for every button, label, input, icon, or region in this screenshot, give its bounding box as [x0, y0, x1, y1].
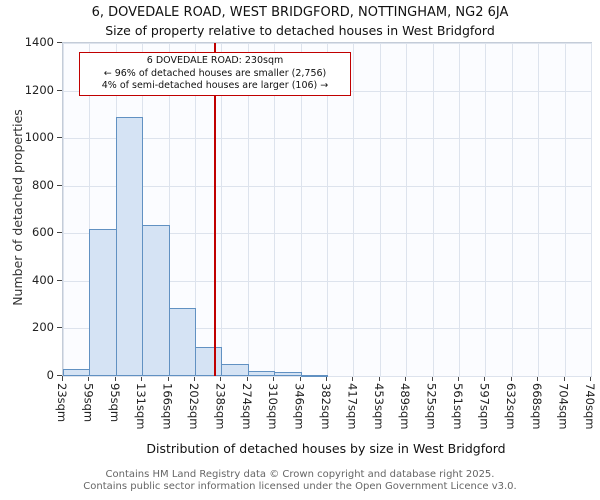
y-axis-tick	[57, 327, 62, 329]
gridline-vertical	[168, 43, 170, 376]
gridline-vertical	[591, 43, 592, 376]
y-axis-tick	[57, 184, 62, 186]
annotation-larger: 4% of semi-detached houses are larger (1…	[101, 80, 329, 92]
x-axis-tick-label: 202sqm	[187, 383, 201, 430]
gridline-vertical	[327, 43, 328, 376]
y-axis-tick	[57, 42, 62, 43]
x-axis-tick-label: 704sqm	[556, 383, 571, 430]
x-axis-tick-label: 238sqm	[213, 383, 228, 430]
x-axis-tick	[299, 376, 301, 381]
x-axis-tick	[352, 376, 354, 381]
x-axis-tick	[563, 376, 565, 381]
histogram-bar	[221, 364, 249, 376]
histogram-bar	[89, 228, 117, 376]
histogram-bar	[274, 371, 302, 376]
chart-subtitle: Size of property relative to detached ho…	[105, 23, 495, 38]
gridline-vertical	[353, 43, 355, 376]
x-axis-tick	[378, 376, 380, 381]
x-axis-tick	[537, 376, 539, 381]
gridline-vertical	[538, 43, 540, 376]
gridline-vertical	[511, 43, 513, 376]
x-axis-tick	[194, 376, 195, 381]
x-axis-tick-label: 59sqm	[81, 383, 96, 423]
y-axis-tick	[57, 375, 62, 376]
x-axis-tick-label: 668sqm	[530, 383, 545, 430]
x-axis-tick	[220, 376, 222, 381]
histogram-bar	[142, 224, 170, 376]
x-axis-tick	[431, 376, 433, 381]
gridline-vertical	[247, 43, 249, 376]
x-axis-tick-label: 489sqm	[398, 383, 413, 430]
histogram-bar	[63, 368, 91, 376]
annotation-smaller: ← 96% of detached houses are smaller (2,…	[103, 67, 327, 79]
y-axis-tick	[57, 137, 62, 139]
annotation-box: 6 DOVEDALE ROAD: 230sqm ← 96% of detache…	[79, 52, 351, 96]
footer-attribution-2: Contains public sector information licen…	[83, 481, 517, 492]
gridline-vertical	[564, 43, 566, 376]
x-axis-tick-label: 632sqm	[503, 383, 518, 430]
x-axis-tick-label: 417sqm	[345, 383, 360, 430]
x-axis-tick	[590, 376, 591, 381]
y-axis-tick	[57, 89, 62, 91]
y-axis-tick-label: 1400	[24, 35, 54, 49]
histogram-bar	[247, 371, 276, 376]
x-axis-tick	[326, 376, 327, 381]
y-axis-tick	[57, 279, 62, 281]
x-axis-tick	[405, 376, 407, 381]
y-axis-tick	[57, 232, 62, 234]
histogram-bar	[168, 308, 196, 376]
chart-title: 6, DOVEDALE ROAD, WEST BRIDGFORD, NOTTIN…	[91, 5, 509, 20]
y-axis-tick-label: 400	[32, 272, 54, 287]
x-axis-tick	[114, 376, 116, 381]
gridline-vertical	[485, 43, 487, 376]
histogram-bar	[115, 116, 144, 376]
gridline-vertical	[406, 43, 408, 376]
gridline-vertical	[379, 43, 381, 376]
x-axis-tick-label: 525sqm	[424, 383, 439, 430]
x-axis-tick	[88, 376, 90, 381]
gridline-vertical	[195, 43, 196, 376]
gridline-vertical	[274, 43, 276, 376]
y-axis-tick-label: 600	[32, 225, 54, 240]
x-axis-tick	[167, 376, 169, 381]
property-size-marker-line	[214, 43, 217, 376]
x-axis-tick	[246, 376, 248, 381]
gridline-vertical	[300, 43, 302, 376]
x-axis-tick	[62, 376, 63, 381]
x-axis-tick-label: 597sqm	[477, 383, 492, 430]
x-axis-tick	[458, 376, 459, 381]
gridline-vertical	[432, 43, 434, 376]
histogram-bar	[300, 374, 328, 377]
plot-area: 6 DOVEDALE ROAD: 230sqm ← 96% of detache…	[62, 42, 592, 377]
y-axis-tick-label: 1200	[24, 82, 54, 97]
y-axis-tick-label: 1000	[24, 130, 54, 145]
x-axis-tick	[273, 376, 275, 381]
x-axis-tick-label: 310sqm	[266, 383, 281, 430]
gridline-vertical	[221, 43, 223, 376]
gridline-vertical	[459, 43, 460, 376]
gridline-vertical	[89, 43, 91, 376]
x-axis-tick-label: 740sqm	[583, 383, 597, 430]
x-axis-tick	[510, 376, 512, 381]
x-axis-tick-label: 453sqm	[371, 383, 386, 430]
x-axis-tick	[484, 376, 486, 381]
x-axis-tick-label: 382sqm	[319, 383, 333, 430]
x-axis-tick	[141, 376, 143, 381]
x-axis-tick-label: 95sqm	[107, 383, 122, 423]
x-axis-label: Distribution of detached houses by size …	[146, 441, 506, 456]
footer-attribution-1: Contains HM Land Registry data © Crown c…	[105, 469, 495, 480]
x-axis-tick-label: 166sqm	[160, 383, 175, 430]
x-axis-tick-label: 274sqm	[239, 383, 254, 430]
x-axis-tick-label: 23sqm	[55, 383, 69, 423]
x-axis-tick-label: 561sqm	[451, 383, 465, 430]
y-axis-tick-label: 0	[46, 368, 54, 382]
x-axis-tick-label: 346sqm	[292, 383, 307, 430]
histogram-bar	[195, 347, 223, 376]
x-axis-tick-label: 131sqm	[134, 383, 149, 430]
y-axis-tick-label: 800	[32, 177, 54, 192]
annotation-property: 6 DOVEDALE ROAD: 230sqm	[146, 55, 284, 66]
y-axis-tick-label: 200	[32, 320, 54, 335]
gridline-vertical	[63, 43, 64, 376]
